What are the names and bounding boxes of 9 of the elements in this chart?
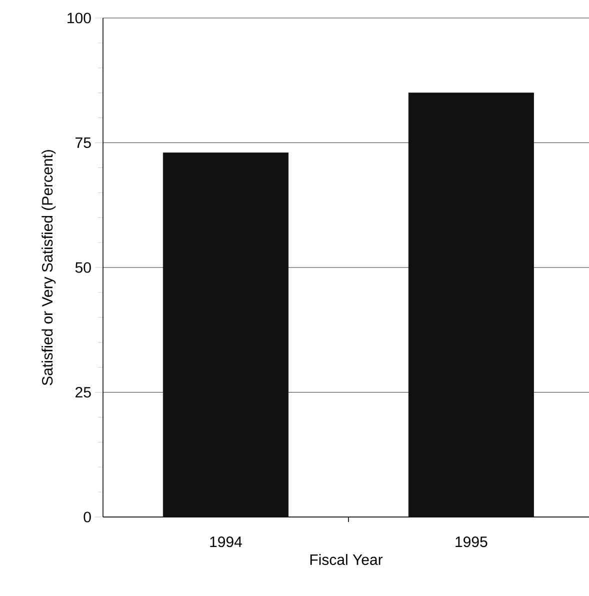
y-tick-label: 75 — [76, 138, 91, 148]
y-tick-label: 0 — [84, 512, 91, 522]
y-tick-label: 50 — [75, 262, 91, 273]
x-tick-label: 1995 — [456, 536, 488, 548]
x-axis-title: Fiscal Year — [310, 554, 383, 565]
y-tick-label: 25 — [76, 386, 91, 398]
y-axis-title: Satisfied or Very Satisfied (Percent) — [42, 150, 56, 386]
y-tick-label: 100 — [68, 12, 91, 24]
x-tick-label: 1994 — [210, 536, 242, 548]
